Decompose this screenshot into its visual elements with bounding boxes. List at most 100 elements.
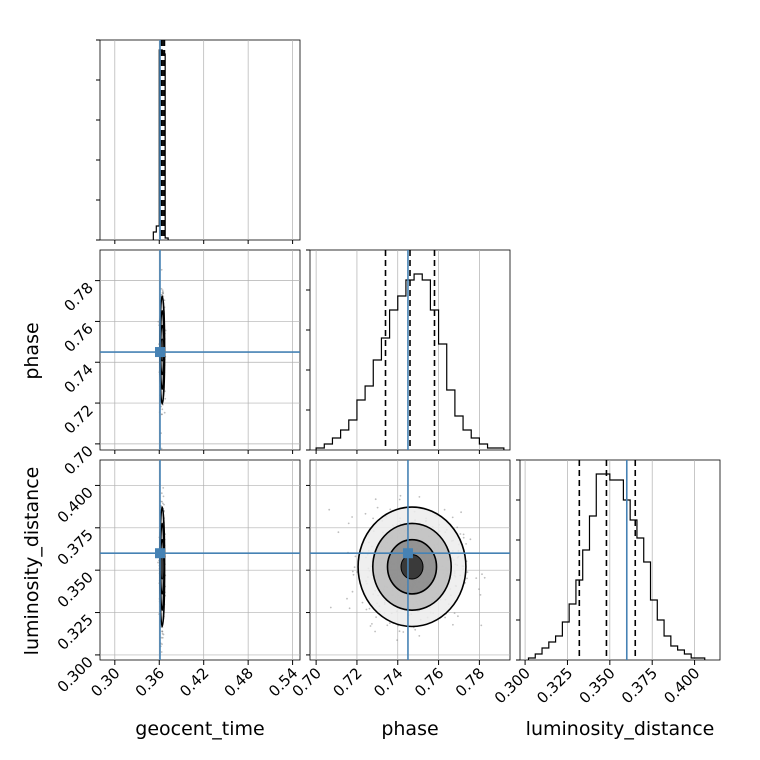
scatter-point (160, 651, 163, 653)
x-tick-label: 0.76 (411, 664, 447, 700)
x-tick-label: 0.42 (176, 664, 212, 700)
scatter-point (456, 526, 459, 529)
scatter-point (361, 601, 364, 604)
y-tick-label: 0.325 (54, 611, 97, 654)
scatter-point (157, 320, 160, 323)
y-tick-label: 0.72 (60, 401, 96, 437)
scatter-point (160, 492, 163, 495)
scatter-point (369, 625, 372, 627)
panel-frame (99, 249, 301, 451)
scatter-point (160, 294, 163, 296)
x-axis-label-phase: phase (381, 718, 438, 740)
scatter-point (368, 607, 371, 610)
scatter-point (354, 555, 357, 558)
histogram-step-luminosity-distance (527, 473, 706, 660)
scatter-point (160, 287, 163, 290)
scatter-point (160, 636, 163, 639)
y-axis-label-phase: phase (21, 322, 43, 379)
scatter-point (347, 522, 350, 525)
scatter-point (161, 630, 164, 633)
y-axis-label-luminosity-distance: luminosity_distance (21, 467, 43, 656)
panel-frame (99, 459, 301, 661)
scatter-point (375, 616, 377, 618)
scatter-point (457, 615, 459, 618)
scatter-point (452, 623, 454, 626)
scatter-panel-geocent-time-vs-phase: 0.70 0.72 0.74 0.76 0.78 (60, 249, 301, 478)
scatter-point (372, 517, 374, 520)
scatter-point (351, 570, 354, 573)
y-tick-label: 0.400 (54, 484, 97, 527)
scatter-panel-phase-vs-luminosity-distance: 0.70 0.72 0.74 0.76 0.78 (289, 459, 511, 700)
x-tick-label: 0.48 (221, 664, 257, 700)
x-tick-label: 0.325 (533, 664, 576, 707)
scatter-point (462, 533, 465, 536)
y-tick-label: 0.76 (60, 320, 96, 356)
scatter-point (365, 608, 368, 611)
scatter-point (479, 594, 482, 596)
scatter-point (465, 543, 467, 545)
scatter-point (376, 506, 379, 509)
scatter-point (346, 597, 348, 600)
truth-marker (155, 548, 165, 559)
hist-panel-geocent-time (96, 39, 301, 244)
x-tick-label: 0.350 (576, 664, 619, 707)
scatter-point (161, 289, 164, 291)
corner-panels: 0.300 0.325 0.350 0.375 0.4000.700.720.740.7… (54, 39, 721, 707)
scatter-point (444, 616, 446, 619)
scatter-point (483, 576, 486, 579)
scatter-point (466, 577, 468, 580)
scatter-point (398, 498, 401, 501)
scatter-point (351, 516, 353, 518)
scatter-point (163, 299, 166, 302)
scatter-point (418, 496, 421, 498)
scatter-point (374, 630, 376, 633)
scatter-point (462, 536, 465, 539)
scatter-point (371, 623, 373, 625)
scatter-point (453, 612, 456, 614)
scatter-point (396, 639, 398, 641)
x-tick-label: 0.300 (491, 664, 534, 707)
scatter-point (466, 571, 469, 573)
scatter-point (157, 561, 159, 564)
x-tick-label: 0.36 (132, 664, 168, 700)
contour-level-4 (400, 554, 424, 580)
scatter-point (402, 631, 405, 633)
scatter-point (161, 643, 163, 645)
scatter-point (481, 573, 483, 576)
scatter-point (469, 538, 472, 541)
scatter-point (329, 606, 332, 609)
scatter-point (162, 290, 164, 293)
scatter-point (374, 498, 377, 501)
scatter-point (352, 573, 355, 576)
scatter-point (451, 516, 454, 519)
scatter-point (388, 622, 391, 624)
y-tick-label: 0.350 (54, 568, 97, 611)
scatter-point (480, 624, 483, 627)
x-tick-label: 0.400 (660, 664, 703, 707)
scatter-point (399, 494, 402, 497)
scatter-point (398, 630, 401, 633)
x-axis-label-geocent-time: geocent_time (135, 718, 264, 740)
histogram-step-phase (315, 273, 505, 450)
truth-marker (155, 347, 165, 358)
scatter-point (163, 411, 166, 414)
scatter-point (328, 508, 331, 511)
scatter-point (351, 590, 354, 593)
y-tick-label: 0.70 (60, 442, 96, 478)
scatter-point (162, 495, 165, 498)
truth-marker (402, 548, 413, 559)
x-tick-label: 0.74 (370, 664, 406, 700)
scatter-point (348, 607, 351, 610)
scatter-point (164, 397, 167, 400)
scatter-point (459, 533, 462, 535)
x-tick-label: 0.72 (329, 664, 365, 700)
hist-panel-phase (306, 249, 511, 454)
scatter-point (389, 508, 392, 511)
x-axis-label-luminosity-distance: luminosity_distance (526, 718, 715, 740)
x-tick-label: 0.78 (452, 664, 488, 700)
scatter-point (460, 511, 462, 514)
hist-panel-luminosity-distance: 0.300 0.325 0.350 0.375 0.400 (491, 459, 721, 707)
scatter-point (162, 487, 165, 489)
scatter-point (443, 508, 446, 511)
